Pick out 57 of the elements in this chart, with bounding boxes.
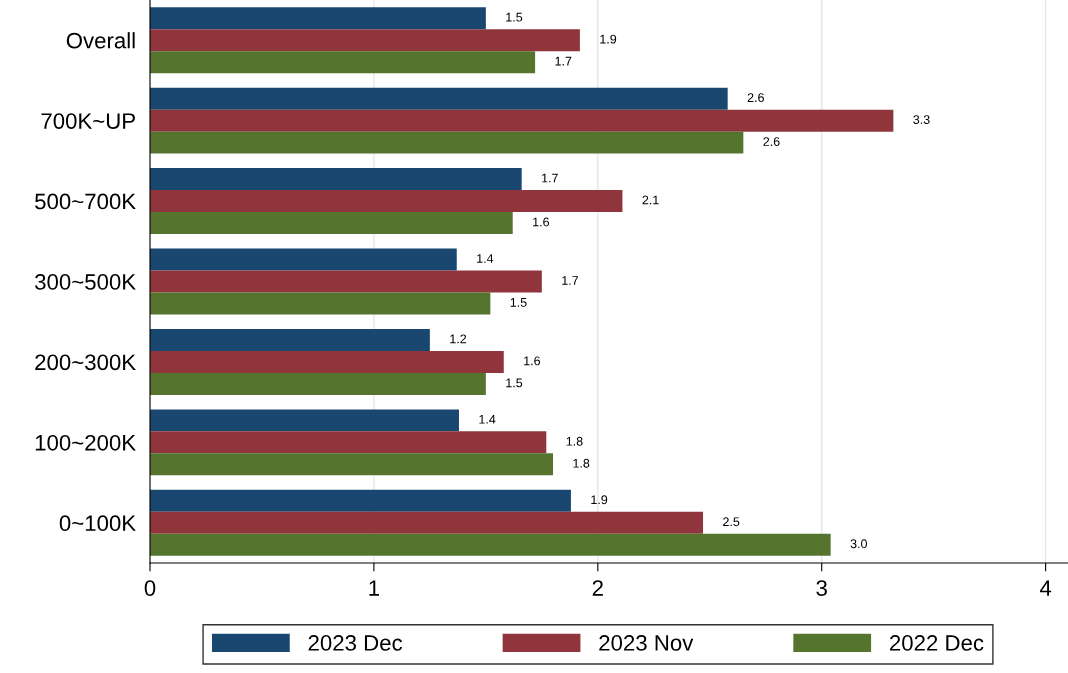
data-label: 1.4: [477, 254, 494, 263]
data-label: 2.1: [642, 195, 659, 205]
data-label: 1.6: [524, 356, 541, 366]
data-label: 1.7: [555, 56, 572, 66]
data-label: 2.6: [763, 137, 780, 146]
y-tick-label: 200~300K: [35, 354, 136, 371]
x-tick-label: 2: [592, 580, 603, 596]
bar: [150, 212, 513, 235]
data-label: 1.8: [573, 458, 590, 468]
bar: [150, 131, 744, 154]
x-tick-label: 1: [369, 580, 379, 596]
legend-label: 2023 Nov: [599, 635, 694, 651]
data-label: 1.7: [542, 173, 558, 183]
data-label: 1.2: [450, 334, 467, 344]
bar: [150, 533, 831, 556]
bar: [150, 168, 522, 191]
bar: [150, 87, 728, 110]
bar: [150, 511, 704, 534]
bar: [150, 431, 547, 454]
bar: [150, 270, 542, 293]
data-label: 1.9: [591, 495, 608, 505]
data-label: 1.5: [510, 298, 527, 307]
bar: [150, 29, 580, 52]
bar: [150, 372, 486, 395]
y-tick-label: 300~500K: [35, 274, 136, 290]
data-label: 1.4: [479, 415, 496, 424]
bar: [150, 489, 571, 512]
x-tick-label: 0: [144, 580, 156, 596]
bar: [150, 328, 430, 351]
x-tick-label: 3: [816, 580, 827, 596]
y-tick-label: 0~100K: [59, 515, 136, 532]
data-label: 3.0: [850, 539, 867, 549]
bar: [150, 350, 504, 373]
bar: [150, 109, 894, 132]
data-label: 1.5: [506, 378, 523, 388]
y-tick-label: 700K~UP: [41, 113, 135, 129]
data-label: 2.6: [747, 93, 764, 103]
data-label: 1.9: [600, 34, 617, 44]
data-label: 2.5: [723, 517, 740, 527]
bar: [150, 190, 623, 213]
x-tick-label: 4: [1039, 580, 1052, 596]
data-label: 1.8: [566, 436, 583, 446]
legend-label: 2022 Dec: [890, 635, 984, 651]
legend-label: 2023 Dec: [308, 635, 403, 651]
bar: [150, 7, 486, 30]
bar: [150, 409, 459, 432]
data-label: 1.7: [562, 276, 579, 285]
bar: [150, 51, 536, 74]
data-label: 1.5: [506, 12, 523, 22]
bar: [150, 248, 457, 271]
data-label: 3.3: [913, 115, 930, 124]
bar: [150, 292, 491, 315]
y-tick-label: Overall: [66, 32, 135, 49]
y-tick-label: 500~700K: [35, 193, 136, 210]
y-tick-label: 100~200K: [35, 434, 136, 451]
bar: [150, 453, 554, 476]
data-label: 1.6: [533, 217, 549, 227]
